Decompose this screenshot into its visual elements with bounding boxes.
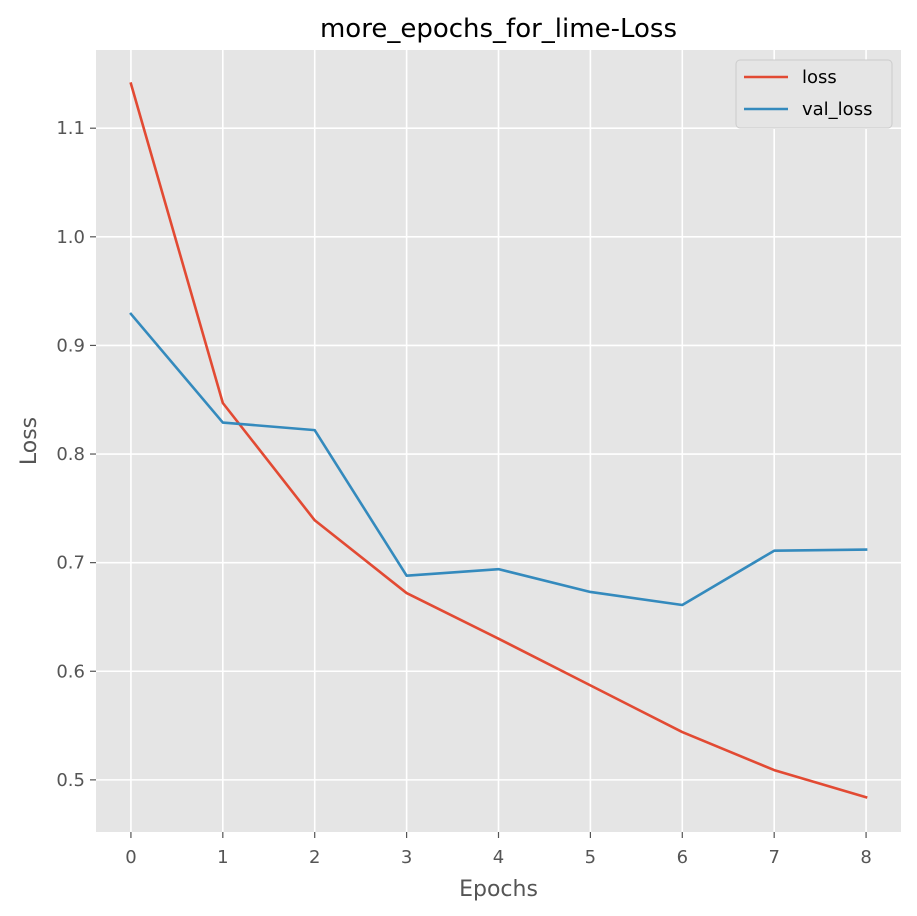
y-tick-label: 0.5	[56, 770, 85, 791]
y-tick-label: 1.0	[56, 227, 85, 248]
y-axis-ticks: 0.5 0.6 0.7 0.8 0.9 1.0 1.1	[56, 118, 96, 791]
y-tick-label: 0.7	[56, 553, 85, 574]
x-axis-ticks: 0 1 2 3 4 5 6 7 8	[125, 832, 872, 868]
x-tick-label: 7	[768, 847, 779, 868]
legend-label-loss: loss	[802, 67, 837, 88]
x-tick-label: 6	[677, 847, 688, 868]
y-tick-label: 0.9	[56, 335, 85, 356]
x-tick-label: 0	[125, 847, 136, 868]
x-axis-label: Epochs	[459, 877, 538, 902]
y-axis-label: Loss	[17, 417, 42, 465]
chart-title: more_epochs_for_lime-Loss	[320, 14, 677, 44]
legend-label-val-loss: val_loss	[802, 99, 872, 120]
series-layer	[129, 82, 868, 799]
x-tick-label: 2	[309, 847, 320, 868]
x-tick-label: 8	[860, 847, 871, 868]
legend: loss val_loss	[735, 59, 893, 129]
y-tick-label: 1.1	[56, 118, 85, 139]
x-tick-label: 4	[493, 847, 504, 868]
x-tick-label: 1	[217, 847, 228, 868]
x-tick-label: 3	[401, 847, 412, 868]
y-tick-label: 0.6	[56, 661, 85, 682]
x-tick-label: 5	[585, 847, 596, 868]
y-tick-label: 0.8	[56, 444, 85, 465]
